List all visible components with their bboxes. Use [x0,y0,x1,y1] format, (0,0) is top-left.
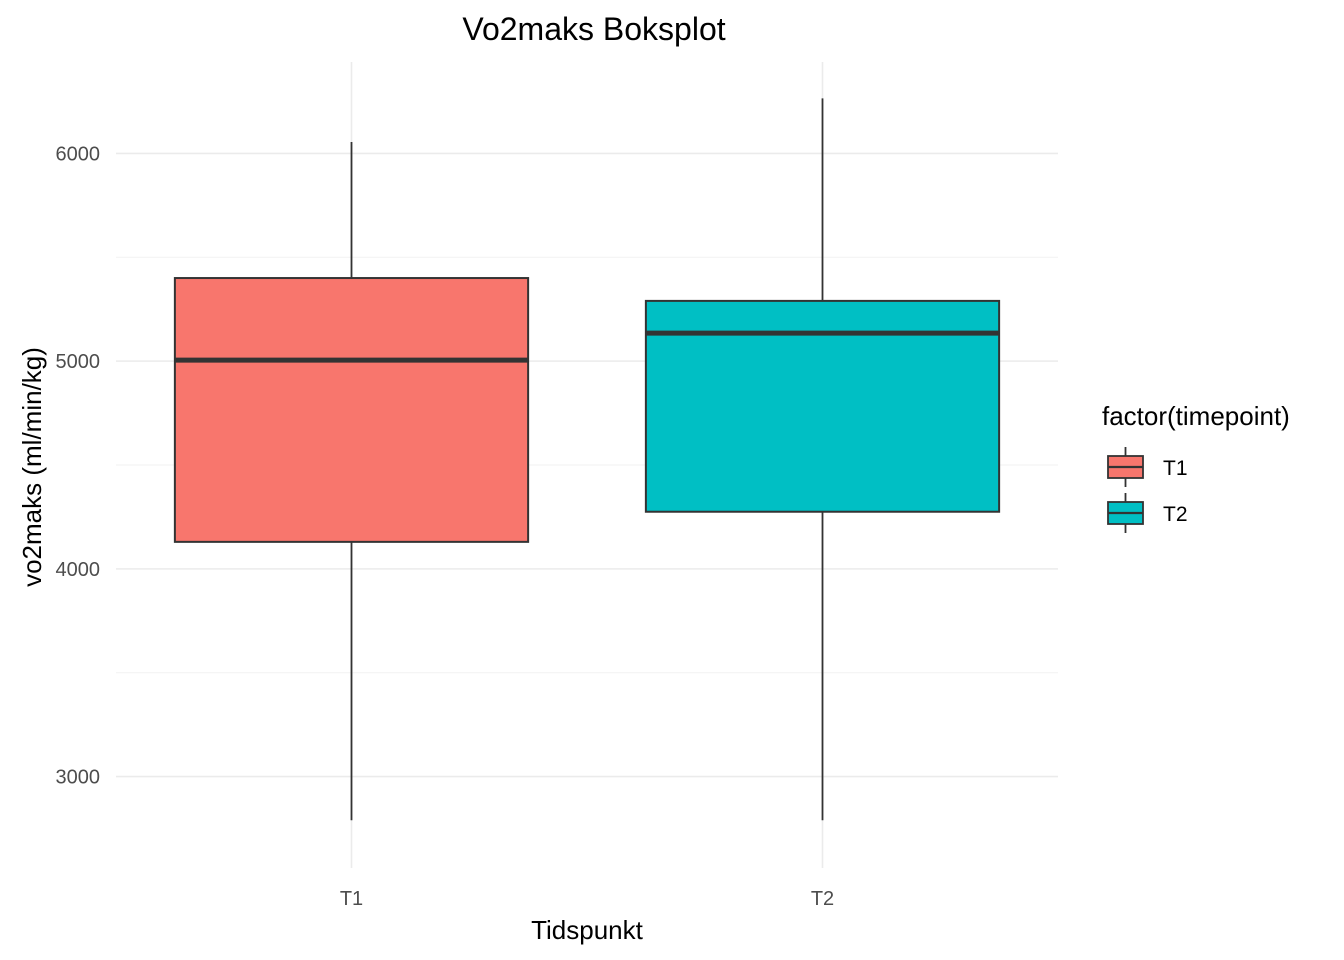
boxplot-t1 [173,141,530,821]
y-tick-label: 4000 [56,559,101,581]
boxplot-t2 [644,98,1001,821]
legend-title: factor(timepoint) [1102,401,1290,431]
x-tick-label: T2 [811,888,834,910]
x-tick-label: T1 [340,888,363,910]
x-axis-title: Tidspunkt [531,915,644,945]
iqr-box [644,299,1001,513]
legend-item-t1: T1 [1107,447,1188,487]
y-tick-label: 3000 [56,767,101,789]
y-tick-label: 5000 [56,351,101,373]
y-tick-label: 6000 [56,143,101,165]
tick-layer: 3000 4000 5000 6000 T1 T2 [56,143,835,910]
legend-item-t2: T2 [1107,493,1188,533]
chart-title: Vo2maks Boksplot [462,11,725,47]
iqr-box [173,277,530,543]
legend: factor(timepoint) T1 T2 [1102,401,1290,533]
legend-items: T1 T2 [1107,447,1188,533]
box-layer [173,98,1001,821]
y-axis-title: vo2maks (ml/min/kg) [17,347,47,587]
legend-label: T2 [1163,503,1188,526]
legend-label: T1 [1163,457,1188,480]
